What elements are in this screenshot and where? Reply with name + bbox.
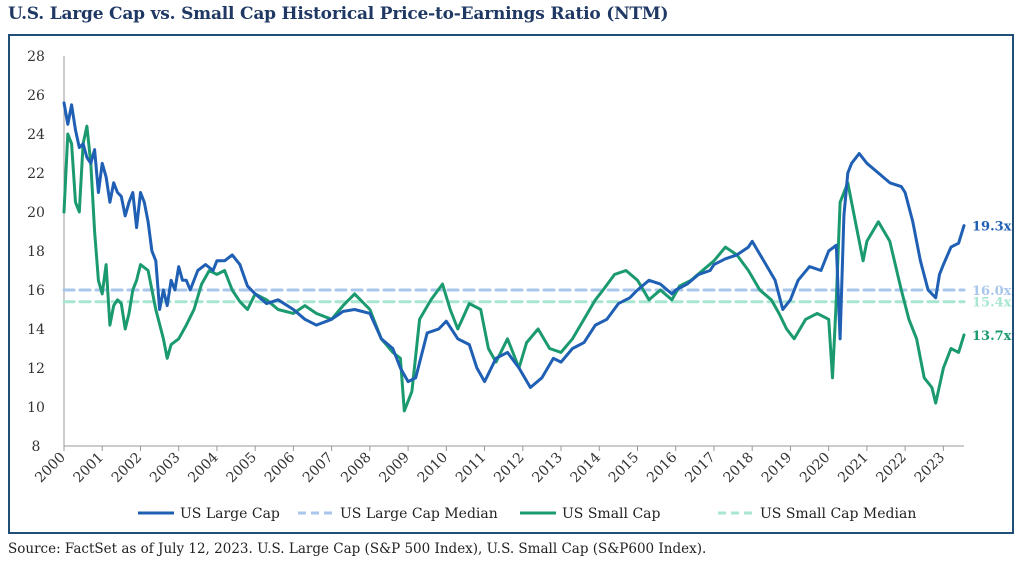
y-tick-label: 24 (27, 127, 45, 143)
series-layer (62, 101, 966, 413)
x-tick-label: 2009 (376, 450, 413, 487)
x-tick-label: 2003 (147, 450, 184, 487)
x-tick-label: 2017 (682, 450, 719, 487)
y-tick-label: 16 (27, 283, 45, 299)
x-tick-label: 2001 (71, 450, 108, 487)
x-tick-label: 2021 (835, 450, 872, 487)
x-tick-label: 2006 (262, 449, 299, 486)
x-tick-label: 2013 (529, 450, 566, 487)
x-tick-label: 2012 (491, 450, 528, 487)
legend-label: US Large Cap Median (340, 506, 498, 522)
x-tick-label: 2019 (759, 450, 796, 487)
x-tick-label: 2020 (797, 450, 834, 487)
x-axis: 2000 2001 2002 2003 2004 2005 2006 2007 2008 2009… (32, 445, 964, 487)
legend-label: US Large Cap (180, 506, 280, 522)
legend-label: US Small Cap Median (760, 506, 916, 522)
series-line-us-large-cap (62, 101, 966, 389)
x-tick-label: 2018 (721, 450, 758, 487)
x-tick-label: 2022 (873, 450, 910, 487)
y-tick-label: 18 (27, 244, 45, 260)
x-tick-label: 2004 (185, 449, 222, 486)
chart-frame: 8 10 12 14 16 18 20 22 24 26 28 2000 2001 2002 2003 20… (8, 34, 1014, 534)
end-label: 16.0x (972, 284, 1012, 299)
legend: US Large Cap US Large Cap Median US Small … (138, 506, 916, 522)
end-label: 13.7x (972, 329, 1012, 344)
y-tick-label: 14 (27, 322, 45, 338)
chart-title: U.S. Large Cap vs. Small Cap Historical … (8, 4, 669, 24)
x-tick-label: 2014 (568, 449, 605, 486)
y-tick-label: 22 (27, 166, 45, 182)
y-tick-label: 26 (27, 88, 45, 104)
y-tick-label: 20 (27, 205, 45, 221)
end-label: 15.4x (972, 296, 1012, 311)
y-tick-label: 12 (27, 361, 45, 377)
end-label: 19.3x (972, 220, 1012, 235)
source-note: Source: FactSet as of July 12, 2023. U.S… (8, 541, 707, 557)
x-tick-label: 2011 (453, 450, 490, 487)
y-tick-label: 8 (32, 439, 41, 455)
legend-label: US Small Cap (562, 506, 661, 522)
y-tick-label: 28 (27, 49, 45, 65)
x-tick-label: 2005 (223, 450, 260, 487)
y-axis: 8 10 12 14 16 18 20 22 24 26 28 (27, 49, 65, 455)
y-tick-label: 10 (27, 400, 45, 416)
x-tick-label: 2002 (109, 450, 146, 487)
end-labels: 19.3x 16.0x 13.7x 15.4x (972, 220, 1012, 344)
x-tick-label: 2007 (300, 450, 337, 487)
x-tick-label: 2015 (606, 450, 643, 487)
x-tick-label: 2010 (415, 450, 452, 487)
series-line-us-small-cap (62, 124, 966, 413)
x-tick-label: 2008 (338, 450, 375, 487)
x-tick-label: 2023 (912, 450, 949, 487)
x-tick-label: 2016 (644, 449, 681, 486)
